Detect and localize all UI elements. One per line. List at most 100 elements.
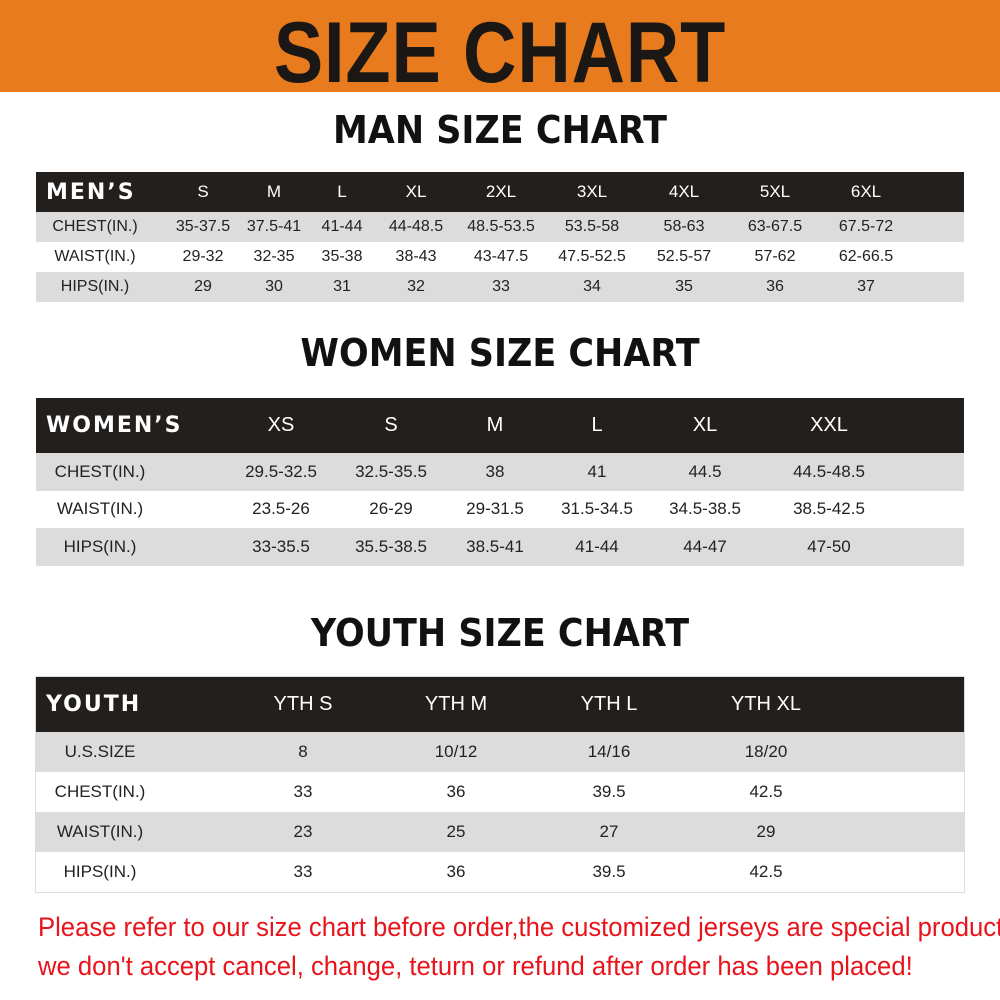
table-row: U.S.SIZE 8 10/12 14/16 18/20: [36, 732, 964, 772]
measurement-cell: 53.5-58: [564, 218, 620, 235]
men-title: MAN SIZE CHART: [332, 108, 668, 152]
measurement-cell: 32: [407, 278, 425, 295]
measurement-cell: 37.5-41: [246, 218, 302, 235]
measurement-cell: 29: [756, 822, 776, 841]
size-header: 3XL: [576, 182, 608, 201]
table-corner-label: YOUTH: [46, 692, 142, 717]
measurement-cell: 38.5-41: [466, 536, 524, 556]
table-header-row: MEN’S S M L XL 2XL 3XL 4XL 5XL 6XL: [36, 172, 964, 212]
row-label: HIPS(IN.): [63, 536, 137, 556]
table-header-row: WOMEN’S XS S M L XL XXL: [36, 398, 964, 453]
row-label: CHEST(IN.): [54, 782, 146, 801]
measurement-cell: 30: [265, 278, 283, 295]
notice-line-1: Please refer to our size chart before or…: [38, 912, 1000, 942]
measurement-cell: 57-62: [754, 248, 796, 265]
measurement-cell: 31: [333, 278, 351, 295]
measurement-cell: 32.5-35.5: [355, 461, 427, 481]
size-header: XXL: [810, 414, 848, 436]
measurement-cell: 25: [446, 822, 466, 841]
size-header: L: [337, 182, 347, 201]
measurement-cell: 39.5: [592, 782, 626, 801]
size-header: 6XL: [850, 182, 882, 201]
size-header: L: [591, 414, 603, 436]
measurement-cell: 44-47: [683, 536, 727, 556]
measurement-cell: 33: [293, 782, 313, 801]
measurement-cell: 39.5: [592, 862, 626, 881]
measurement-cell: 32-35: [253, 248, 295, 265]
row-label: U.S.SIZE: [64, 742, 136, 761]
size-header: M: [486, 414, 504, 436]
measurement-cell: 37: [857, 278, 875, 295]
measurement-cell: 48.5-53.5: [467, 218, 535, 235]
measurement-cell: 26-29: [369, 499, 413, 519]
size-header: S: [384, 414, 398, 436]
women-size-table: WOMEN’S XS S M L XL XXL CHEST(IN.) 29.5-32.5 32.5…: [36, 398, 964, 566]
table-row: HIPS(IN.) 33 36 39.5 42.5: [36, 852, 964, 892]
measurement-cell: 36: [446, 782, 466, 801]
size-header: 2XL: [485, 182, 517, 201]
measurement-cell: 63-67.5: [747, 218, 803, 235]
measurement-cell: 36: [766, 278, 784, 295]
men-size-table: MEN’S S M L XL 2XL 3XL 4XL 5XL 6XL CHEST(IN.) 35-37…: [36, 172, 964, 302]
row-label: WAIST(IN.): [56, 822, 144, 841]
measurement-cell: 33: [293, 862, 313, 881]
row-label: CHEST(IN.): [52, 218, 138, 235]
measurement-cell: 44.5-48.5: [793, 461, 865, 481]
row-label: WAIST(IN.): [56, 499, 144, 519]
table-row: WAIST(IN.) 23 25 27 29: [36, 812, 964, 852]
measurement-cell: 41: [587, 461, 607, 481]
table-row: CHEST(IN.) 29.5-32.5 32.5-35.5 38 41 44.5 44.5…: [36, 453, 964, 491]
row-label: HIPS(IN.): [60, 278, 130, 295]
table-corner-label: WOMEN’S: [46, 413, 183, 438]
youth-size-table: YOUTH YTH S YTH M YTH L YTH XL U.S.SIZE 8 10/12…: [35, 676, 965, 893]
size-header: YTH L: [580, 693, 638, 715]
measurement-cell: 52.5-57: [656, 248, 712, 265]
measurement-cell: 29: [194, 278, 212, 295]
measurement-cell: 41-44: [575, 536, 619, 556]
measurement-cell: 35-37.5: [175, 218, 231, 235]
size-header: 4XL: [668, 182, 700, 201]
size-header: YTH S: [273, 693, 333, 715]
row-label: WAIST(IN.): [54, 248, 136, 265]
banner-title: SIZE CHART: [273, 5, 727, 101]
size-header: YTH XL: [730, 693, 802, 715]
size-header: M: [266, 182, 282, 201]
youth-title: YOUTH SIZE CHART: [310, 611, 690, 655]
size-header: XL: [405, 182, 427, 201]
measurement-cell: 38-43: [395, 248, 437, 265]
measurement-cell: 44.5: [688, 461, 722, 481]
measurement-cell: 35.5-38.5: [355, 536, 427, 556]
measurement-cell: 43-47.5: [473, 248, 529, 265]
measurement-cell: 10/12: [434, 742, 478, 761]
measurement-cell: 35: [675, 278, 693, 295]
measurement-cell: 33-35.5: [252, 536, 310, 556]
measurement-cell: 23.5-26: [252, 499, 310, 519]
banner: SIZE CHART: [0, 0, 1000, 101]
size-header: S: [197, 182, 209, 201]
row-label: HIPS(IN.): [63, 862, 137, 881]
row-label: CHEST(IN.): [54, 461, 146, 481]
notice-line-2: we don't accept cancel, change, teturn o…: [38, 951, 913, 981]
size-header: XL: [692, 414, 718, 436]
measurement-cell: 23: [293, 822, 313, 841]
table-row: WAIST(IN.) 23.5-26 26-29 29-31.5 31.5-34.5 34…: [36, 490, 964, 528]
measurement-cell: 47.5-52.5: [558, 248, 626, 265]
table-row: WAIST(IN.) 29-32 32-35 35-38 38-43 43-47.5 47.…: [36, 242, 964, 272]
size-header: XS: [267, 414, 295, 436]
measurement-cell: 18/20: [744, 742, 788, 761]
measurement-cell: 29-31.5: [466, 499, 524, 519]
measurement-cell: 34: [583, 278, 601, 295]
measurement-cell: 62-66.5: [838, 248, 894, 265]
measurement-cell: 29.5-32.5: [245, 461, 317, 481]
measurement-cell: 38: [485, 461, 505, 481]
table-header-row: YOUTH YTH S YTH M YTH L YTH XL: [36, 677, 964, 732]
measurement-cell: 67.5-72: [838, 218, 894, 235]
measurement-cell: 31.5-34.5: [561, 499, 633, 519]
measurement-cell: 36: [446, 862, 466, 881]
measurement-cell: 35-38: [321, 248, 363, 265]
measurement-cell: 44-48.5: [388, 218, 444, 235]
table-row: HIPS(IN.) 29 30 31 32 33 34 35 36 37: [36, 272, 964, 302]
measurement-cell: 33: [492, 278, 510, 295]
table-row: HIPS(IN.) 33-35.5 35.5-38.5 38.5-41 41-44 44-…: [36, 528, 964, 566]
women-title: WOMEN SIZE CHART: [300, 331, 700, 375]
